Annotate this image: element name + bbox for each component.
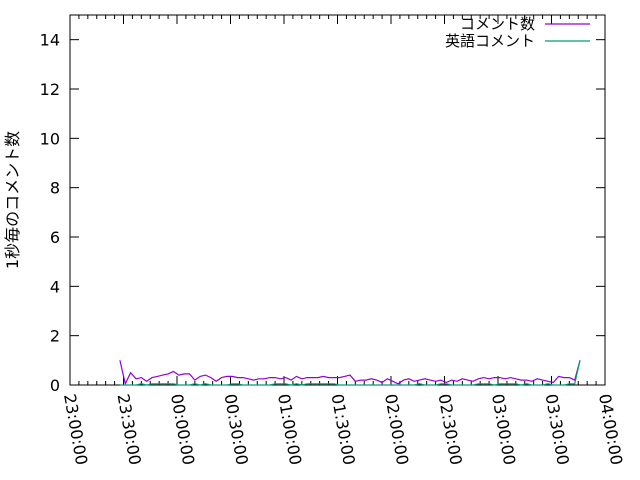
- x-tick-label: 00:30:00: [221, 392, 252, 466]
- y-tick-label: 14: [40, 31, 60, 50]
- series-line-0: [119, 360, 581, 386]
- legend: コメント数 英語コメント: [445, 15, 590, 50]
- plot-frame: [69, 14, 606, 386]
- x-tick-label: 23:30:00: [114, 392, 145, 466]
- x-tick-label: 02:30:00: [435, 392, 466, 466]
- series-group: [119, 360, 581, 386]
- y-tick-label: 4: [50, 277, 60, 296]
- axes: 0 2 4 6 8 10 12 14 23:00:00 23:30:00 00:00:00 00:30…: [40, 14, 626, 466]
- y-tick-label: 8: [50, 179, 60, 198]
- y-tick-label: 2: [50, 327, 60, 346]
- x-tick-label: 03:00:00: [488, 392, 519, 466]
- y-tick-label: 12: [40, 80, 60, 99]
- x-tick-label: 03:30:00: [542, 392, 573, 466]
- x-tick-label: 01:30:00: [328, 392, 359, 466]
- x-tick-label: 23:00:00: [60, 392, 91, 466]
- y-tick-label: 10: [40, 129, 60, 148]
- y-tick-label: 0: [50, 376, 60, 395]
- legend-label-1: 英語コメント: [445, 32, 535, 50]
- x-tick-label: 00:00:00: [167, 392, 198, 466]
- legend-label-0: コメント数: [460, 15, 535, 33]
- y-axis-label: 1秒毎のコメント数: [3, 131, 22, 269]
- y-tick-label: 6: [50, 228, 60, 247]
- x-tick-label: 04:00:00: [595, 392, 626, 466]
- x-tick-label: 01:00:00: [274, 392, 305, 466]
- series-line-1: [119, 360, 581, 386]
- x-tick-label: 02:00:00: [381, 392, 412, 466]
